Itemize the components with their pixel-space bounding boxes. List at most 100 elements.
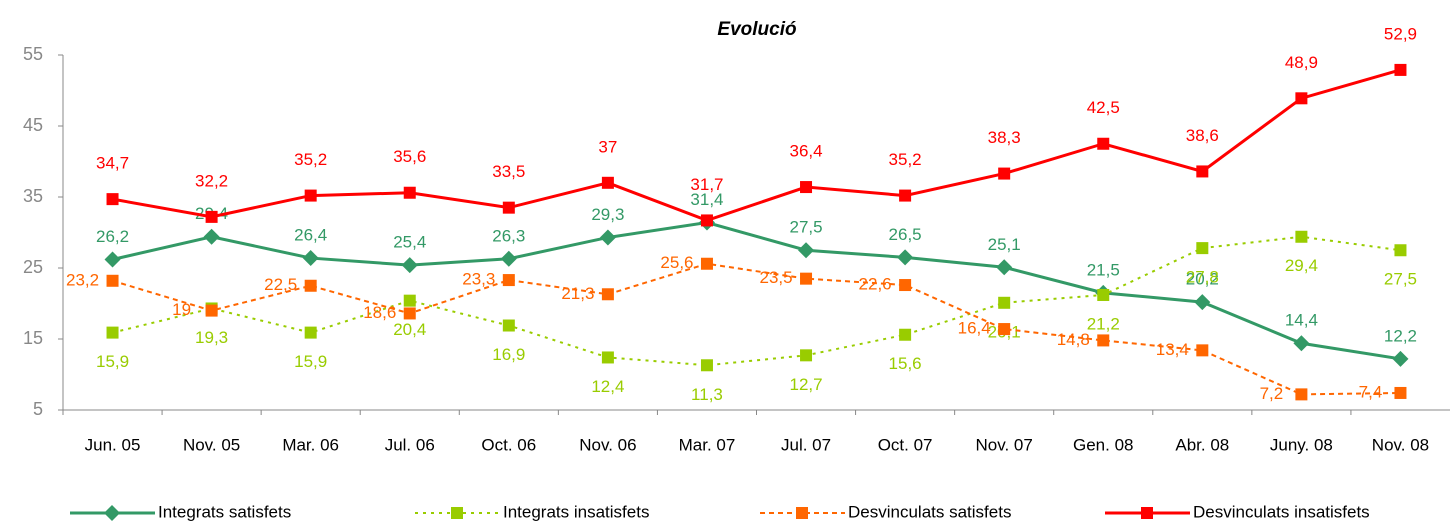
value-label: 26,2 xyxy=(96,227,129,246)
value-label: 15,6 xyxy=(889,354,922,373)
value-label: 48,9 xyxy=(1285,53,1318,72)
x-tick-label: Abr. 08 xyxy=(1175,435,1229,454)
value-label: 32,2 xyxy=(195,171,228,190)
value-label: 21,3 xyxy=(561,284,594,303)
value-label: 16,9 xyxy=(492,345,525,364)
point xyxy=(1097,288,1110,301)
point xyxy=(1194,294,1211,311)
point xyxy=(700,214,713,227)
x-tick-label: Nov. 08 xyxy=(1372,435,1429,454)
point xyxy=(500,250,517,267)
value-label: 13,4 xyxy=(1156,340,1189,359)
point xyxy=(502,319,515,332)
value-label: 27,5 xyxy=(789,218,822,237)
value-label: 29,3 xyxy=(591,205,624,224)
value-label: 7,2 xyxy=(1260,384,1284,403)
value-label: 52,9 xyxy=(1384,24,1417,43)
point xyxy=(205,304,218,317)
point xyxy=(302,250,319,267)
point xyxy=(1394,386,1407,399)
point xyxy=(106,193,119,206)
series-line xyxy=(112,221,1401,361)
value-label: 26,4 xyxy=(294,226,327,245)
value-label: 29,4 xyxy=(1285,256,1318,275)
point xyxy=(599,229,616,246)
point xyxy=(601,351,614,364)
value-label: 14,8 xyxy=(1057,330,1090,349)
series-line xyxy=(112,68,1401,223)
value-label: 38,6 xyxy=(1186,126,1219,145)
point xyxy=(800,349,813,362)
value-label: 7,4 xyxy=(1359,382,1383,401)
point xyxy=(899,328,912,341)
point xyxy=(899,189,912,202)
value-label: 35,2 xyxy=(889,150,922,169)
x-tick-label: Jul. 07 xyxy=(781,435,831,454)
x-tick-label: Gen. 08 xyxy=(1073,435,1134,454)
point xyxy=(1394,244,1407,257)
point xyxy=(601,176,614,189)
value-label: 42,5 xyxy=(1087,98,1120,117)
x-tick-label: Mar. 07 xyxy=(679,435,736,454)
value-label: 15,9 xyxy=(294,352,327,371)
value-label: 31,4 xyxy=(690,190,723,209)
legend-label: Integrats insatisfets xyxy=(503,502,649,521)
y-tick-label: 5 xyxy=(33,399,43,419)
value-label: 33,5 xyxy=(492,162,525,181)
point xyxy=(403,186,416,199)
value-label: 14,4 xyxy=(1285,311,1318,330)
point xyxy=(700,257,713,270)
point xyxy=(1295,230,1308,243)
point xyxy=(304,279,317,292)
value-label: 26,5 xyxy=(889,225,922,244)
point xyxy=(700,359,713,372)
point xyxy=(998,167,1011,180)
point xyxy=(1196,165,1209,178)
point xyxy=(104,251,121,268)
y-tick-label: 15 xyxy=(23,328,43,348)
value-label: 15,9 xyxy=(96,352,129,371)
value-label: 22,6 xyxy=(859,275,892,294)
x-tick-label: Nov. 05 xyxy=(183,435,240,454)
value-label: 23,3 xyxy=(462,270,495,289)
point xyxy=(401,257,418,274)
value-label: 20,2 xyxy=(1186,270,1219,289)
value-label: 25,4 xyxy=(393,233,426,252)
chart-title: Evolució xyxy=(717,19,796,40)
point xyxy=(106,326,119,339)
point xyxy=(106,274,119,287)
point xyxy=(998,296,1011,309)
point xyxy=(899,279,912,292)
point xyxy=(403,294,416,307)
value-label: 26,3 xyxy=(492,226,525,245)
legend-label: Integrats satisfets xyxy=(158,502,291,521)
value-label: 22,5 xyxy=(264,275,297,294)
value-label: 23,5 xyxy=(759,268,792,287)
point xyxy=(304,326,317,339)
x-tick-label: Mar. 06 xyxy=(282,435,339,454)
point xyxy=(1295,388,1308,401)
legend-marker xyxy=(1141,507,1153,519)
value-label: 20,4 xyxy=(393,320,426,339)
value-label: 18,6 xyxy=(363,303,396,322)
value-label: 37 xyxy=(598,137,617,156)
value-label: 19 xyxy=(172,300,191,319)
point xyxy=(203,228,220,245)
value-label: 19,3 xyxy=(195,328,228,347)
x-tick-label: Oct. 06 xyxy=(481,435,536,454)
value-label: 12,2 xyxy=(1384,326,1417,345)
point xyxy=(798,242,815,259)
value-label: 12,4 xyxy=(591,377,624,396)
point xyxy=(502,201,515,214)
point xyxy=(897,249,914,266)
point xyxy=(1196,344,1209,357)
legend-label: Desvinculats satisfets xyxy=(848,502,1011,521)
value-label: 11,3 xyxy=(691,385,723,404)
point xyxy=(998,323,1011,336)
point xyxy=(403,307,416,320)
value-label: 21,2 xyxy=(1087,314,1120,333)
x-tick-label: Nov. 07 xyxy=(976,435,1033,454)
point xyxy=(1196,242,1209,255)
value-label: 38,3 xyxy=(988,128,1021,147)
